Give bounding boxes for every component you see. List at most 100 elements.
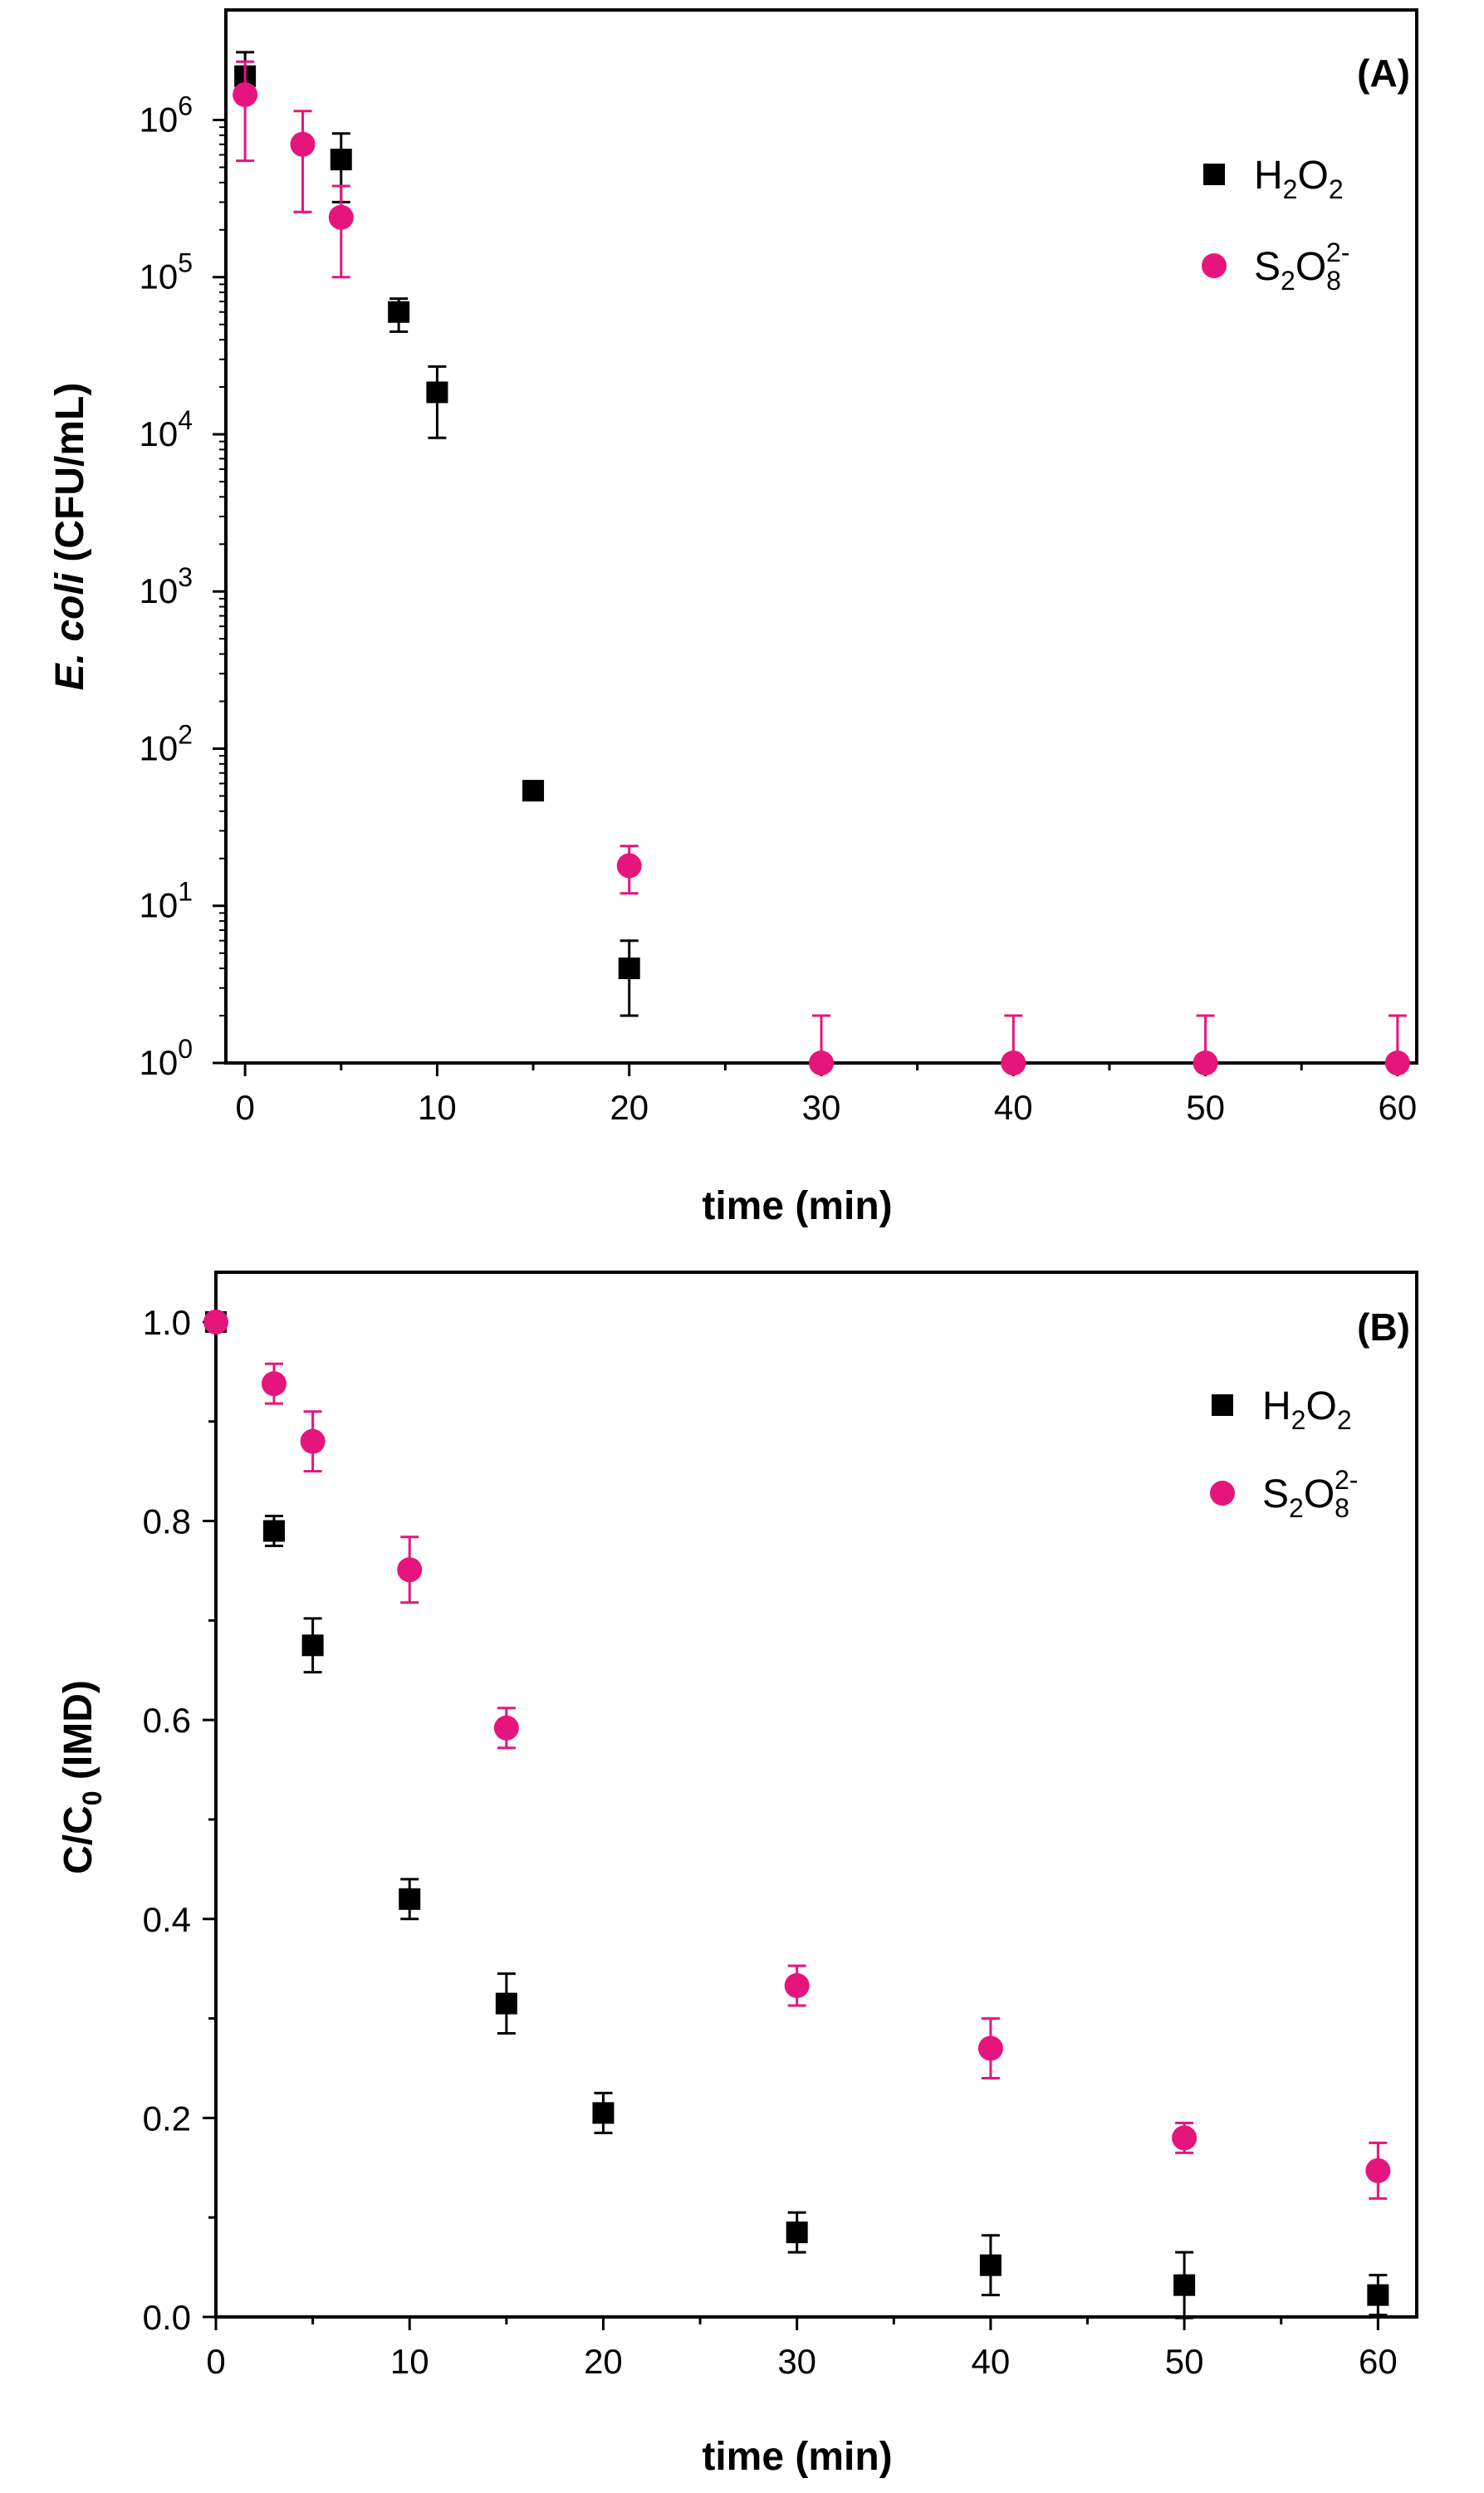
legend-label-part: 2 xyxy=(1281,266,1295,296)
data-point-h2o2 xyxy=(1212,1394,1233,1416)
y-axis-label-main: C/C xyxy=(56,1805,100,1874)
legend-label-h2o2: H2O2 xyxy=(1262,1384,1352,1435)
data-point-h2o2 xyxy=(979,2254,1002,2276)
x-tick-label: 40 xyxy=(972,2342,1011,2381)
legend-label-part: O xyxy=(1304,1472,1335,1516)
legend-label-part: 2 xyxy=(1283,174,1298,204)
series-s2o8 xyxy=(203,1309,1391,2200)
legend-label-h2o2: H2O2 xyxy=(1254,154,1344,204)
data-point-h2o2 xyxy=(1367,2284,1389,2306)
legend-label-sup: 2- xyxy=(1335,1465,1358,1495)
y-tick-exp: 4 xyxy=(178,405,193,435)
x-tick-label: 20 xyxy=(584,2342,623,2381)
data-point-s2o8 xyxy=(300,1428,326,1454)
x-axis-label: time (min) xyxy=(702,2435,892,2479)
y-tick-label: 106 xyxy=(139,91,193,139)
panel-label: (B) xyxy=(1357,1305,1410,1349)
y-tick-label: 103 xyxy=(139,562,193,610)
data-point-h2o2 xyxy=(399,1888,421,1910)
data-point-h2o2 xyxy=(592,2102,615,2124)
data-point-s2o8 xyxy=(1384,1051,1410,1075)
y-tick-exp: 5 xyxy=(178,248,193,278)
data-point-h2o2 xyxy=(426,381,448,404)
legend-label-sup: 2- xyxy=(1326,238,1349,267)
y-tick-label: 0.4 xyxy=(143,1900,191,1939)
y-tick-label: 1.0 xyxy=(143,1303,191,1342)
data-point-h2o2 xyxy=(388,301,410,323)
legend-label-part: 2 xyxy=(1289,1493,1304,1523)
plot-frame xyxy=(224,8,1418,1065)
y-tick-exp: 2 xyxy=(178,719,193,749)
y-tick-label: 0.0 xyxy=(143,2298,191,2337)
y-tick-label: 0.8 xyxy=(143,1502,191,1541)
series-h2o2 xyxy=(205,1310,1389,2319)
y-axis-label: E. coli (CFU/mL) xyxy=(48,383,92,691)
y-tick-label: 102 xyxy=(139,719,193,767)
y-tick-exp: 0 xyxy=(178,1034,193,1064)
data-point-s2o8 xyxy=(1365,2157,1391,2183)
x-tick-label: 0 xyxy=(235,1088,254,1127)
y-tick-base: 10 xyxy=(139,414,178,453)
legend-label-s2o8: S2O82- xyxy=(1262,1465,1358,1523)
data-point-h2o2 xyxy=(330,149,352,171)
legend: H2O2 S2O82- xyxy=(1210,1384,1358,1523)
legend-label-part: 8 xyxy=(1326,266,1341,296)
x-tick-label: 40 xyxy=(994,1088,1033,1127)
data-point-s2o8 xyxy=(809,1051,834,1075)
data-point-h2o2 xyxy=(1173,2274,1196,2296)
data-point-h2o2 xyxy=(1203,164,1225,185)
legend-label-part: S xyxy=(1254,245,1281,289)
data-point-s2o8 xyxy=(203,1309,228,1335)
panel-label: (A) xyxy=(1357,51,1410,95)
data-point-s2o8 xyxy=(397,1557,423,1583)
data-point-s2o8 xyxy=(784,1973,810,1999)
y-axis-label: C/C0 (IMD) xyxy=(56,1680,107,1874)
series-h2o2 xyxy=(234,51,640,1017)
data-point-s2o8 xyxy=(493,1715,519,1741)
data-point-h2o2 xyxy=(495,1992,517,2015)
y-tick-base: 10 xyxy=(139,886,178,925)
y-axis-label-unit: (CFU/mL) xyxy=(48,383,92,573)
y-tick-label: 100 xyxy=(139,1034,193,1082)
x-tick-label: 60 xyxy=(1379,1088,1418,1127)
y-tick-label: 104 xyxy=(139,405,193,453)
y-tick-base: 10 xyxy=(139,728,178,767)
legend-label-part: 2 xyxy=(1291,1405,1306,1435)
y-tick-base: 10 xyxy=(139,1043,178,1082)
data-point-s2o8 xyxy=(1193,1051,1218,1075)
data-point-h2o2 xyxy=(618,958,640,980)
x-tick-label: 50 xyxy=(1165,2342,1204,2381)
legend-label-part: S xyxy=(1262,1472,1289,1516)
y-tick-exp: 3 xyxy=(178,562,193,592)
panel-b: 0 10 20 30 40 50 60 0.00.20.40.60.81.0 (B) tim… xyxy=(56,1271,1418,2479)
y-axis-label-sub: 0 xyxy=(77,1790,107,1805)
x-tick-label: 50 xyxy=(1186,1088,1225,1127)
legend-label-part: O xyxy=(1297,154,1328,198)
y-tick-exp: 1 xyxy=(178,877,193,907)
x-axis-label: time (min) xyxy=(702,1184,892,1228)
data-point-s2o8 xyxy=(233,81,258,107)
data-point-h2o2 xyxy=(522,780,545,802)
data-point-s2o8 xyxy=(290,131,316,157)
y-tick-base: 10 xyxy=(139,257,178,296)
data-point-s2o8 xyxy=(1202,253,1227,278)
x-tick-label: 30 xyxy=(802,1088,841,1127)
data-point-s2o8 xyxy=(616,853,642,879)
data-point-s2o8 xyxy=(1001,1051,1026,1075)
x-tick-label: 60 xyxy=(1359,2342,1398,2381)
x-tick-label: 30 xyxy=(777,2342,816,2381)
data-point-h2o2 xyxy=(262,1520,285,1542)
series-s2o8 xyxy=(233,60,1410,1075)
legend-label-part: O xyxy=(1305,1384,1336,1428)
legend-label-s2o8: S2O82- xyxy=(1254,238,1349,296)
legend-label-part: 2 xyxy=(1337,1405,1352,1435)
y-axis-label-italic: E. coli xyxy=(48,571,92,690)
legend-label-part: O xyxy=(1295,245,1326,289)
legend-label-part: H xyxy=(1254,154,1283,198)
x-tick-label: 10 xyxy=(418,1088,457,1127)
x-tick-label: 10 xyxy=(390,2342,429,2381)
x-tick-label: 0 xyxy=(206,2342,225,2381)
